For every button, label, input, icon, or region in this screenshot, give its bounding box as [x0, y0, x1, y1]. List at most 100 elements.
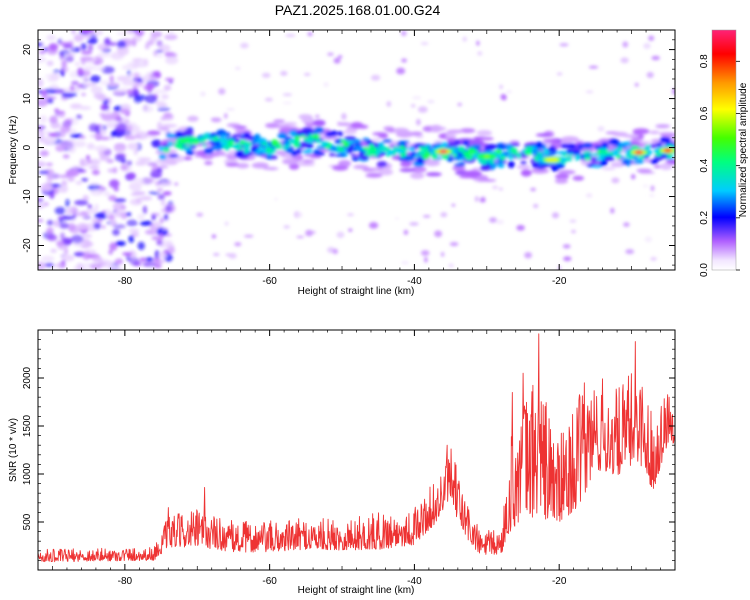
heatmap-cell [38, 170, 50, 175]
heatmap-cell [416, 118, 421, 126]
heatmap-cell [449, 242, 459, 247]
heatmap-cell [332, 165, 349, 171]
heatmap-cell [108, 83, 120, 87]
heatmap-cell [353, 164, 369, 170]
heatmap-cell [410, 172, 425, 180]
heatmap-cell [59, 222, 70, 229]
x-tick-label: -80 [118, 276, 133, 287]
heatmap-cell [623, 222, 630, 227]
heatmap-cell [119, 108, 130, 115]
x-tick-label: -60 [262, 576, 277, 587]
heatmap-cell [226, 154, 238, 160]
heatmap-cell [61, 260, 66, 264]
heatmap-cell [155, 49, 164, 54]
x-tick-label: -20 [552, 276, 567, 287]
heatmap-cell [185, 149, 193, 152]
heatmap-cell [46, 137, 56, 145]
heatmap-peak [665, 149, 671, 152]
heatmap-cell [620, 57, 629, 64]
heatmap-cell [115, 241, 126, 246]
heatmap-cell [289, 163, 300, 170]
heatmap-cell [611, 177, 620, 184]
heatmap-cell [457, 102, 462, 107]
heatmap-cell [114, 154, 126, 162]
heatmap-cell [418, 146, 424, 150]
x-tick-label: -80 [118, 576, 133, 587]
heatmap-cell [356, 145, 363, 152]
heatmap-cell [334, 154, 347, 157]
heatmap-cell [556, 72, 563, 76]
heatmap-cell [452, 165, 466, 171]
heatmap-cell [163, 112, 173, 118]
heatmap-cell [162, 191, 172, 196]
heatmap-cell [213, 253, 220, 256]
heatmap-cell [86, 143, 95, 150]
heatmap-cell [224, 221, 229, 226]
snr-x-axis-title: Height of straight line (km) [298, 585, 415, 596]
heatmap-cell [343, 142, 350, 148]
heatmap-cell [618, 142, 630, 146]
heatmap-cell [244, 234, 254, 238]
heatmap-cell [516, 152, 522, 159]
heatmap-cell [43, 88, 56, 94]
heatmap-cell [599, 160, 608, 167]
x-tick-label: -60 [262, 276, 277, 287]
heatmap-cell [424, 151, 431, 158]
heatmap-cell [59, 125, 71, 133]
heatmap-cell [116, 32, 127, 36]
heatmap-cell [139, 220, 153, 226]
heatmap-cell [94, 145, 108, 152]
heatmap-cell [610, 162, 625, 168]
heatmap-cell [89, 158, 101, 166]
heatmap-cell [273, 119, 285, 123]
heatmap-cell [445, 133, 457, 139]
heatmap-cell [476, 130, 492, 137]
heatmap-cell [554, 163, 565, 169]
heatmap-cell [211, 234, 217, 239]
heatmap-cell [365, 172, 383, 178]
heatmap-cell [146, 40, 155, 46]
heatmap-cell [85, 208, 97, 215]
colorbar-ticks: 0.0 0.2 0.4 0.6 0.8 [699, 54, 740, 277]
heatmap-cell [157, 251, 168, 259]
heatmap-cell [253, 133, 261, 140]
heatmap-cell [78, 135, 87, 139]
heatmap-cell [440, 212, 448, 218]
heatmap-cell [270, 155, 278, 160]
heatmap-cell [555, 173, 570, 180]
heatmap-cell [53, 220, 61, 228]
heatmap-cell [108, 249, 113, 255]
heatmap-cell [213, 135, 219, 142]
heatmap-cell [81, 233, 92, 239]
heatmap-cell [282, 101, 292, 105]
heatmap-cell [500, 93, 507, 101]
heatmap-cell [338, 122, 352, 126]
heatmap-cell [520, 169, 532, 177]
heatmap-cell [398, 140, 410, 144]
heatmap-cell [149, 36, 158, 42]
heatmap-cell [73, 266, 80, 270]
spectrogram-x-axis-title: Height of straight line (km) [298, 286, 415, 297]
heatmap-cell [202, 144, 208, 147]
heatmap-cell [476, 40, 480, 46]
heatmap-cell [97, 94, 107, 101]
heatmap-cell [655, 142, 663, 147]
heatmap-cell [392, 146, 401, 151]
heatmap-cell [347, 213, 354, 216]
heatmap-cell [184, 145, 190, 149]
heatmap-cell [625, 249, 635, 255]
heatmap-cell [154, 70, 161, 78]
heatmap-cell [649, 143, 657, 149]
heatmap-cell [298, 163, 315, 166]
heatmap-cell [146, 130, 161, 136]
heatmap-cell [562, 244, 571, 249]
heatmap-cell [623, 134, 640, 139]
heatmap-cell [585, 90, 594, 93]
heatmap-cell [140, 76, 149, 81]
heatmap-cell [376, 161, 388, 168]
heatmap-cell [158, 165, 169, 169]
heatmap-cell [347, 140, 353, 145]
heatmap-cell [513, 148, 518, 156]
heatmap-cell [337, 131, 344, 137]
heatmap-cell [597, 126, 605, 132]
